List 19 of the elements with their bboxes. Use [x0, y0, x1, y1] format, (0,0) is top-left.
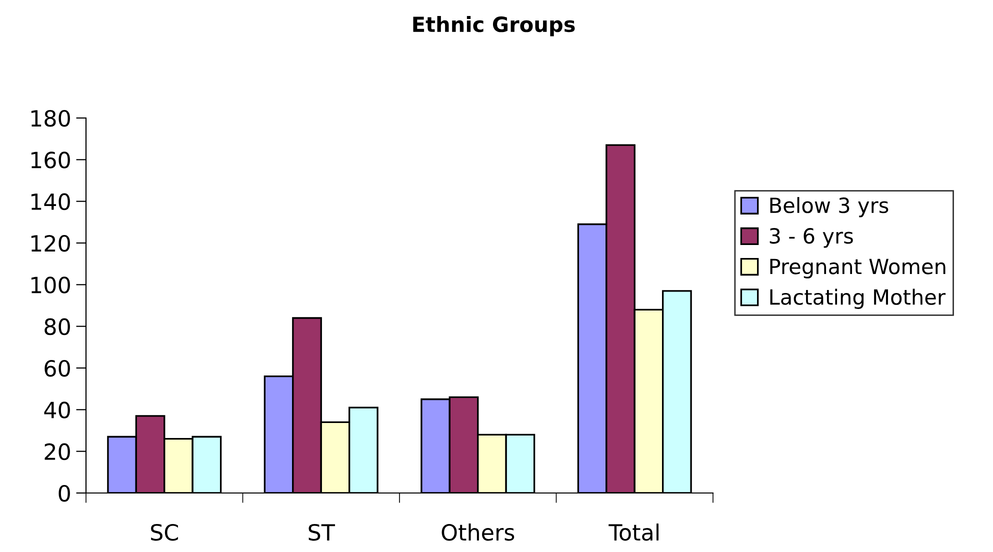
y-tick-label: 100 [31, 276, 70, 294]
y-tick-label: 140 [31, 193, 70, 210]
legend-label: 3 - 6 yrs [770, 228, 853, 248]
y-tick-label: 120 [31, 234, 70, 252]
y-tick-label: 0 [58, 484, 70, 502]
legend-label: Lactating Mother [770, 288, 946, 309]
x-tick-label: Total [608, 524, 658, 541]
y-tick-label: 20 [44, 443, 70, 460]
y-tick-label: 80 [44, 318, 70, 336]
x-tick-label: Others [442, 524, 514, 541]
x-tick-label: ST [308, 524, 336, 541]
y-tick-label: 40 [44, 402, 70, 418]
chart-title: Ethnic Groups [413, 16, 575, 36]
y-tick-label: 160 [31, 152, 70, 168]
y-tick-label: 180 [31, 110, 70, 127]
legend-label: Pregnant Women [770, 258, 946, 278]
x-tick-label: SC [151, 524, 178, 541]
y-tick-label: 60 [44, 360, 70, 377]
legend-label: Below 3 yrs [770, 197, 888, 218]
